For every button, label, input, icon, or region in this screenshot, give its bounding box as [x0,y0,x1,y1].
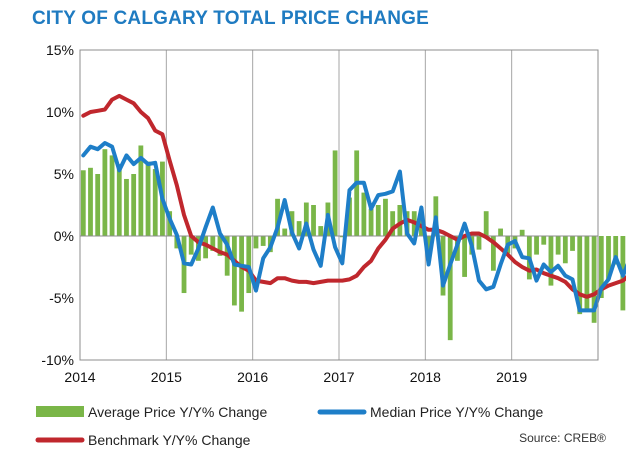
average-bar [440,236,446,296]
x-tick-label: 2016 [237,369,268,385]
source-note: Source: CREB® [519,431,606,445]
x-tick-label: 2018 [410,369,441,385]
average-bar [124,178,129,236]
average-bar [390,211,396,236]
x-tick-label: 2014 [64,369,95,385]
legend: Average Price Y/Y% Change Median Price Y/… [35,404,543,448]
average-bar [188,236,194,255]
average-bar [375,205,381,236]
average-bar [95,174,101,236]
average-bar [311,205,316,236]
average-bar [361,192,367,236]
average-bar [577,236,583,315]
average-bar [555,236,561,255]
average-bar [231,236,237,306]
benchmark-line [81,93,626,299]
legend-label: Benchmark Y/Y% Change [88,432,251,448]
average-bar [462,236,468,277]
y-tick-label: -10% [41,352,74,368]
average-bar [210,236,216,251]
legend-label: Average Price Y/Y% Change [88,404,267,420]
average-bar [260,236,266,246]
average-bar [383,198,388,236]
y-axis-ticks: -10% -5% 0% 5% 10% 15% [41,42,74,368]
average-bar [541,236,547,245]
x-tick-label: 2019 [496,369,527,385]
average-bar [534,236,539,255]
average-bar [354,150,360,236]
average-bar [368,208,374,236]
chart-title: CITY OF CALGARY TOTAL PRICE CHANGE [32,8,430,29]
plot-frame [79,49,599,361]
y-tick-label: 5% [54,166,74,182]
average-bar [275,198,280,236]
average-bar [339,236,345,238]
average-bar [145,161,151,236]
average-bar [239,236,244,312]
average-bar [332,150,338,236]
x-tick-label: 2017 [323,369,354,385]
average-bar [246,236,252,294]
grid-layer [165,50,513,360]
average-bar [606,236,611,280]
average-bar [80,170,86,236]
average-bar [483,211,489,236]
median-price-line [81,141,626,313]
average-bar [318,226,324,236]
average-bar [490,236,496,271]
average-bar [296,221,302,236]
average-bar [426,236,432,261]
average-bar [116,164,122,236]
average-bar [131,174,137,236]
average-bar [152,169,158,236]
average-bar [562,236,568,264]
average-bar [203,236,209,259]
average-bar [476,236,482,250]
average-bar [447,236,453,341]
average-bar [253,236,259,249]
y-tick-label: 0% [54,228,74,244]
average-bar [217,236,223,256]
average-bar [498,228,503,236]
average-bar [397,205,403,236]
legend-swatch-average [36,406,84,417]
average-bar [548,236,554,286]
average-bar [598,236,604,298]
average-bar [88,167,93,236]
average-bar [584,236,590,311]
x-axis-ticks: 2014 2015 2016 2017 2018 2019 [64,369,527,385]
y-tick-label: 15% [46,42,74,58]
average-price-bars [80,145,626,341]
average-bar [570,236,575,251]
y-tick-label: -5% [49,290,74,306]
average-bar [303,202,309,236]
average-bar [591,236,597,323]
average-bar [519,229,525,236]
average-bar [347,197,352,236]
average-bar [138,145,144,236]
y-tick-label: 10% [46,104,74,120]
x-tick-label: 2015 [151,369,182,385]
average-bar [613,236,619,265]
average-bar [109,155,115,236]
average-bar [102,149,108,236]
average-bar [167,211,173,236]
average-bar [282,228,288,236]
legend-label: Median Price Y/Y% Change [370,404,543,420]
